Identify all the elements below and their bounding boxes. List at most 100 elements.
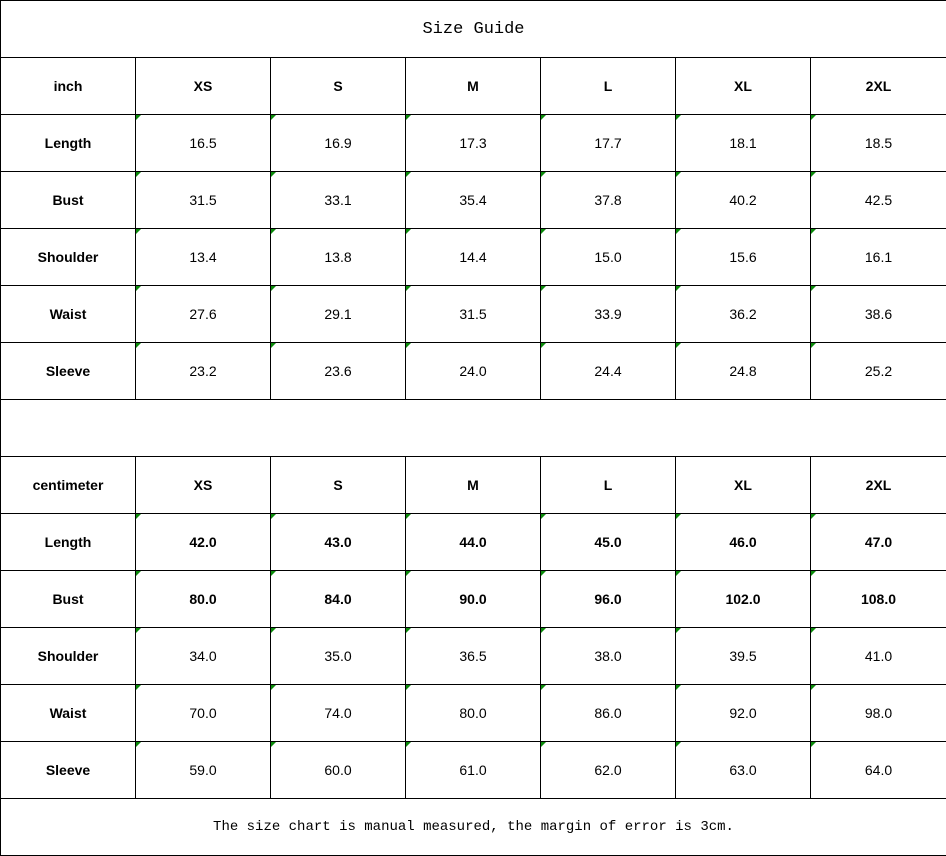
measurement-value: 36.5: [405, 627, 541, 685]
table-row: Shoulder 13.4 13.8 14.4 15.0 15.6 16.1: [0, 228, 946, 286]
title-row: Size Guide: [0, 0, 946, 58]
size-header: L: [540, 456, 676, 514]
measurement-value: 61.0: [405, 741, 541, 799]
measurement-value: 46.0: [675, 513, 811, 571]
measurement-value: 42.5: [810, 171, 946, 229]
table-row: Sleeve 59.0 60.0 61.0 62.0 63.0 64.0: [0, 741, 946, 799]
centimeter-header-row: centimeter XS S M L XL 2XL: [0, 456, 946, 514]
measurement-value: 29.1: [270, 285, 406, 343]
measurement-value: 60.0: [270, 741, 406, 799]
measurement-value: 31.5: [135, 171, 271, 229]
unit-header: centimeter: [0, 456, 136, 514]
measurement-value: 24.0: [405, 342, 541, 400]
table-row: Waist 27.6 29.1 31.5 33.9 36.2 38.6: [0, 285, 946, 343]
measurement-value: 80.0: [405, 684, 541, 742]
measurement-label: Shoulder: [0, 627, 136, 685]
measurement-value: 15.6: [675, 228, 811, 286]
size-header: M: [405, 57, 541, 115]
measurement-value: 96.0: [540, 570, 676, 628]
measurement-value: 108.0: [810, 570, 946, 628]
measurement-value: 33.9: [540, 285, 676, 343]
size-header: 2XL: [810, 57, 946, 115]
table-row: Length 42.0 43.0 44.0 45.0 46.0 47.0: [0, 513, 946, 571]
measurement-value: 62.0: [540, 741, 676, 799]
size-header: 2XL: [810, 456, 946, 514]
measurement-value: 74.0: [270, 684, 406, 742]
size-header: XL: [675, 57, 811, 115]
measurement-value: 38.6: [810, 285, 946, 343]
measurement-value: 102.0: [675, 570, 811, 628]
spacer-cell: [0, 399, 946, 457]
measurement-value: 15.0: [540, 228, 676, 286]
table-row: Shoulder 34.0 35.0 36.5 38.0 39.5 41.0: [0, 627, 946, 685]
inch-header-row: inch XS S M L XL 2XL: [0, 57, 946, 115]
measurement-label: Sleeve: [0, 741, 136, 799]
note-row: The size chart is manual measured, the m…: [0, 798, 946, 856]
measurement-value: 90.0: [405, 570, 541, 628]
measurement-value: 63.0: [675, 741, 811, 799]
measurement-value: 24.4: [540, 342, 676, 400]
measurement-label: Sleeve: [0, 342, 136, 400]
measurement-value: 13.8: [270, 228, 406, 286]
footnote: The size chart is manual measured, the m…: [0, 798, 946, 856]
measurement-value: 25.2: [810, 342, 946, 400]
size-header: XS: [135, 456, 271, 514]
measurement-value: 18.1: [675, 114, 811, 172]
measurement-value: 23.2: [135, 342, 271, 400]
measurement-value: 33.1: [270, 171, 406, 229]
measurement-value: 86.0: [540, 684, 676, 742]
table-row: Bust 80.0 84.0 90.0 96.0 102.0 108.0: [0, 570, 946, 628]
measurement-label: Length: [0, 114, 136, 172]
measurement-value: 27.6: [135, 285, 271, 343]
measurement-value: 35.4: [405, 171, 541, 229]
measurement-value: 23.6: [270, 342, 406, 400]
measurement-label: Bust: [0, 171, 136, 229]
measurement-value: 84.0: [270, 570, 406, 628]
measurement-value: 36.2: [675, 285, 811, 343]
measurement-value: 41.0: [810, 627, 946, 685]
measurement-value: 39.5: [675, 627, 811, 685]
measurement-value: 45.0: [540, 513, 676, 571]
measurement-label: Waist: [0, 285, 136, 343]
measurement-value: 18.5: [810, 114, 946, 172]
measurement-value: 13.4: [135, 228, 271, 286]
table-row: Sleeve 23.2 23.6 24.0 24.4 24.8 25.2: [0, 342, 946, 400]
measurement-value: 64.0: [810, 741, 946, 799]
table-row: Waist 70.0 74.0 80.0 86.0 92.0 98.0: [0, 684, 946, 742]
measurement-value: 59.0: [135, 741, 271, 799]
measurement-value: 38.0: [540, 627, 676, 685]
measurement-value: 47.0: [810, 513, 946, 571]
size-header: S: [270, 57, 406, 115]
unit-header: inch: [0, 57, 136, 115]
table-title: Size Guide: [0, 0, 946, 58]
measurement-value: 16.9: [270, 114, 406, 172]
measurement-value: 24.8: [675, 342, 811, 400]
measurement-value: 44.0: [405, 513, 541, 571]
measurement-value: 17.3: [405, 114, 541, 172]
measurement-value: 42.0: [135, 513, 271, 571]
measurement-value: 16.1: [810, 228, 946, 286]
measurement-label: Shoulder: [0, 228, 136, 286]
measurement-label: Waist: [0, 684, 136, 742]
measurement-value: 98.0: [810, 684, 946, 742]
measurement-label: Bust: [0, 570, 136, 628]
size-header: M: [405, 456, 541, 514]
measurement-value: 43.0: [270, 513, 406, 571]
measurement-value: 17.7: [540, 114, 676, 172]
measurement-label: Length: [0, 513, 136, 571]
measurement-value: 92.0: [675, 684, 811, 742]
table-row: Length 16.5 16.9 17.3 17.7 18.1 18.5: [0, 114, 946, 172]
measurement-value: 34.0: [135, 627, 271, 685]
measurement-value: 14.4: [405, 228, 541, 286]
measurement-value: 35.0: [270, 627, 406, 685]
size-header: XS: [135, 57, 271, 115]
measurement-value: 31.5: [405, 285, 541, 343]
measurement-value: 70.0: [135, 684, 271, 742]
spacer-row: [0, 399, 946, 457]
size-header: S: [270, 456, 406, 514]
measurement-value: 37.8: [540, 171, 676, 229]
measurement-value: 40.2: [675, 171, 811, 229]
size-header: XL: [675, 456, 811, 514]
table-row: Bust 31.5 33.1 35.4 37.8 40.2 42.5: [0, 171, 946, 229]
